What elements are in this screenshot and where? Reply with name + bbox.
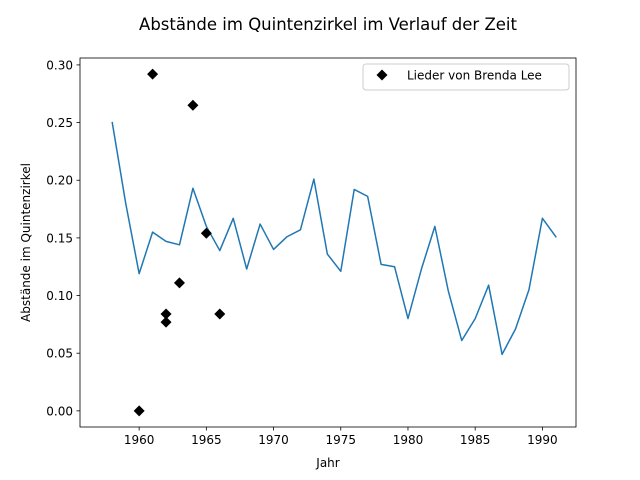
y-tick-label: 0.20 bbox=[46, 174, 73, 188]
y-axis: 0.00 0.05 0.10 0.15 0.20 0.25 0.30 bbox=[46, 58, 80, 418]
x-tick-label: 1985 bbox=[460, 433, 491, 447]
x-axis: 1960 1965 1970 1975 1980 1985 1990 bbox=[124, 427, 558, 447]
x-tick-label: 1990 bbox=[527, 433, 558, 447]
x-tick-label: 1975 bbox=[325, 433, 356, 447]
x-axis-title: Jahr bbox=[315, 456, 339, 470]
scatter-point bbox=[200, 227, 212, 239]
legend-label: Lieder von Brenda Lee bbox=[407, 69, 542, 83]
x-tick-label: 1970 bbox=[258, 433, 289, 447]
legend-box bbox=[362, 63, 570, 91]
x-tick-label: 1965 bbox=[191, 433, 222, 447]
line-series-layer bbox=[111, 121, 557, 356]
scatter-point bbox=[147, 68, 159, 80]
y-tick-label: 0.25 bbox=[46, 116, 73, 130]
x-tick-label: 1960 bbox=[124, 433, 155, 447]
legend-diamond-marker bbox=[376, 69, 388, 81]
legend: Lieder von Brenda Lee bbox=[362, 63, 570, 91]
scatter-point bbox=[133, 405, 145, 417]
y-tick-label: 0.15 bbox=[46, 231, 73, 245]
scatter-point bbox=[160, 316, 172, 328]
scatter-point bbox=[187, 99, 199, 111]
scatter-point bbox=[160, 308, 172, 320]
plot-frame bbox=[79, 57, 577, 428]
series-line bbox=[111, 121, 557, 356]
scatter-point bbox=[173, 277, 185, 289]
scatter-point bbox=[214, 308, 226, 320]
scatter-series-layer bbox=[133, 68, 226, 417]
y-tick-label: 0.10 bbox=[46, 289, 73, 303]
y-tick-label: 0.30 bbox=[46, 58, 73, 72]
y-tick-label: 0.05 bbox=[46, 347, 73, 361]
x-tick-label: 1980 bbox=[393, 433, 424, 447]
y-axis-title: Abstände im Quintenzirkel bbox=[19, 163, 33, 322]
y-tick-label: 0.00 bbox=[46, 404, 73, 418]
chart-title: Abstände im Quintenzirkel im Verlauf der… bbox=[139, 15, 517, 34]
